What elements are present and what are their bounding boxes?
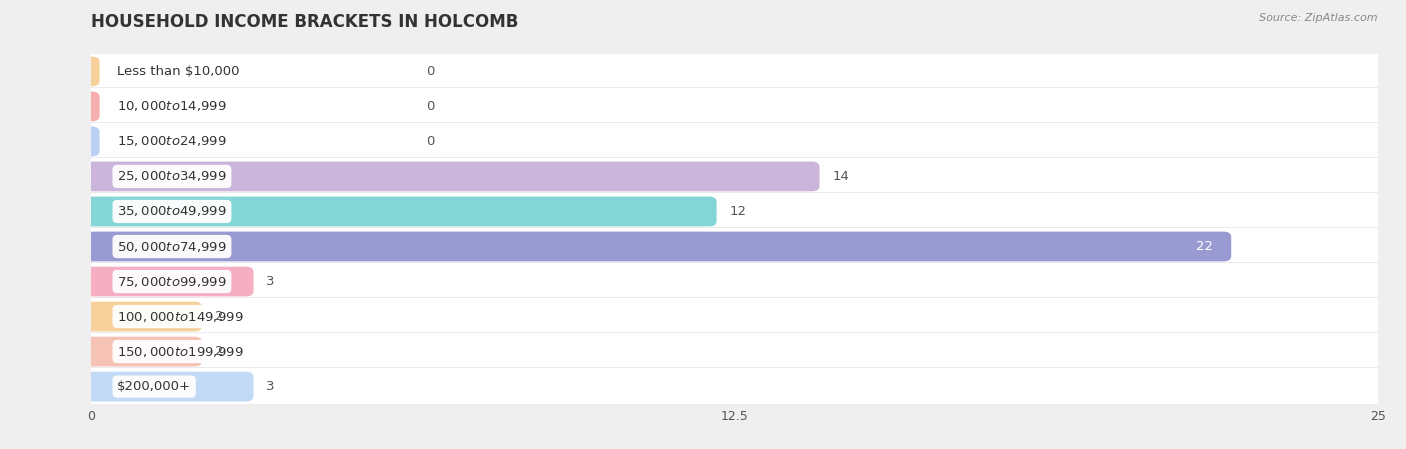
FancyBboxPatch shape [84,53,1385,90]
Text: $35,000 to $49,999: $35,000 to $49,999 [117,204,226,219]
FancyBboxPatch shape [84,127,100,156]
Text: $100,000 to $149,999: $100,000 to $149,999 [117,309,243,324]
FancyBboxPatch shape [84,232,1232,261]
FancyBboxPatch shape [84,333,1385,370]
FancyBboxPatch shape [84,368,1385,405]
Text: 12: 12 [730,205,747,218]
Text: $10,000 to $14,999: $10,000 to $14,999 [117,99,226,114]
Text: 2: 2 [215,345,224,358]
Text: 22: 22 [1197,240,1213,253]
FancyBboxPatch shape [84,267,253,296]
FancyBboxPatch shape [84,92,100,121]
FancyBboxPatch shape [84,228,1385,265]
Text: $50,000 to $74,999: $50,000 to $74,999 [117,239,226,254]
FancyBboxPatch shape [84,158,1385,195]
Text: Less than $10,000: Less than $10,000 [117,65,239,78]
Text: $25,000 to $34,999: $25,000 to $34,999 [117,169,226,184]
FancyBboxPatch shape [84,162,820,191]
Text: Source: ZipAtlas.com: Source: ZipAtlas.com [1260,13,1378,23]
Text: 14: 14 [832,170,849,183]
FancyBboxPatch shape [84,193,1385,230]
Text: 2: 2 [215,310,224,323]
FancyBboxPatch shape [84,372,253,401]
Text: 3: 3 [266,380,274,393]
Text: 0: 0 [426,100,434,113]
Text: $150,000 to $199,999: $150,000 to $199,999 [117,344,243,359]
Text: 0: 0 [426,65,434,78]
Text: $15,000 to $24,999: $15,000 to $24,999 [117,134,226,149]
Text: $75,000 to $99,999: $75,000 to $99,999 [117,274,226,289]
FancyBboxPatch shape [84,88,1385,125]
Text: 3: 3 [266,275,274,288]
Text: $200,000+: $200,000+ [117,380,191,393]
FancyBboxPatch shape [84,337,202,366]
FancyBboxPatch shape [84,197,717,226]
Text: HOUSEHOLD INCOME BRACKETS IN HOLCOMB: HOUSEHOLD INCOME BRACKETS IN HOLCOMB [91,13,519,31]
Text: 0: 0 [426,135,434,148]
FancyBboxPatch shape [84,302,202,331]
FancyBboxPatch shape [84,57,100,86]
FancyBboxPatch shape [84,298,1385,335]
FancyBboxPatch shape [84,263,1385,300]
FancyBboxPatch shape [84,123,1385,160]
